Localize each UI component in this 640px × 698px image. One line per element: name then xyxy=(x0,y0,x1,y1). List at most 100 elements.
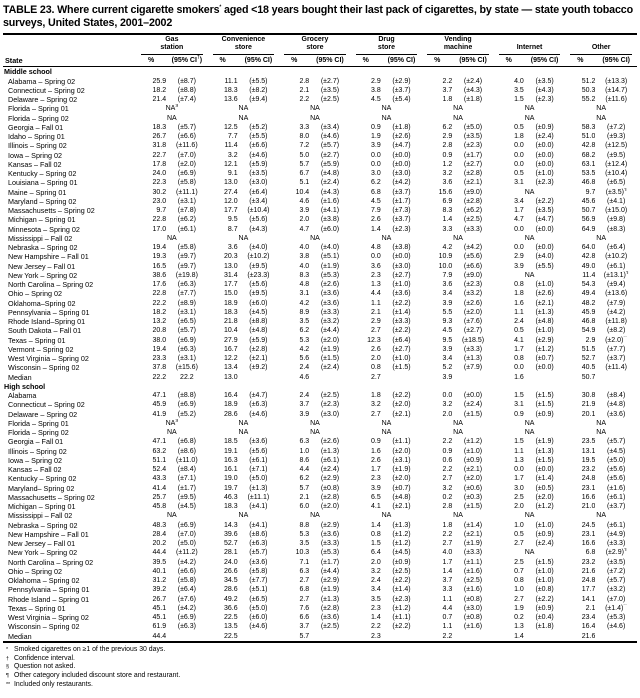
ci-value-cell: (±2.8) xyxy=(320,493,340,501)
ci-value-cell: (±11.6) xyxy=(176,142,198,150)
state-cell: Pennsylvania – Spring 01 xyxy=(8,307,90,317)
table-row: Alabama 47.1 (±8.8) 16.4 (±4.7) 2.4 (±2.5) 1.8 (… xyxy=(3,391,637,400)
percent-value-cell: 28.1 xyxy=(224,549,238,557)
percent-value-cell: 4.4 xyxy=(299,466,310,474)
ci-value-cell: (±6.0) xyxy=(249,299,268,307)
ci-value-cell: (±2.1) xyxy=(392,503,411,511)
percent-value-cell: 46.3 xyxy=(224,493,238,501)
ci-value-cell: (±0.0) xyxy=(392,151,411,159)
ci-value-cell: (±4.5) xyxy=(607,447,626,455)
ci-value-cell: (±4.5) xyxy=(249,308,268,316)
ci-value-cell: (±1.8) xyxy=(535,623,554,631)
ci-value-cell: (±2.5) xyxy=(463,577,483,585)
percent-value-cell: 3.1 xyxy=(299,290,310,298)
percent-value-cell: 1.4 xyxy=(442,567,453,575)
percent-value-cell: 4.4 xyxy=(442,604,453,612)
percent-value-cell: 0.0 xyxy=(514,364,524,372)
na-cell: NA xyxy=(310,234,320,242)
table-row: Kansas – Fall 02 17.8 (±2.0) 12.1 (±5.9) 5.7 (… xyxy=(3,160,637,169)
percent-value-cell: 22.2 xyxy=(152,299,167,307)
percent-value-cell: 3.2 xyxy=(371,401,381,409)
ci-value-cell: (±8.2) xyxy=(607,327,626,335)
percent-subheader: % xyxy=(565,55,596,68)
ci-value-cell: (±3.3) xyxy=(320,540,340,548)
na-cell: NA xyxy=(524,234,535,242)
state-cell: New Hampshire – Fall 01 xyxy=(8,529,89,539)
ci-value-cell: (±7.1) xyxy=(249,466,268,474)
ci-value-cell: (±19.8) xyxy=(175,271,198,279)
percent-value-cell: 0.9 xyxy=(371,123,381,131)
na-cell: NA xyxy=(596,512,607,520)
ci-value-cell: (±0.9) xyxy=(392,558,411,566)
ci-value-cell: (±12.5) xyxy=(605,142,628,150)
footnote-marker: * xyxy=(6,646,9,653)
percent-value-cell: 2.6 xyxy=(371,345,381,353)
na-cell: NA xyxy=(238,419,249,427)
percent-value-cell: 17.7 xyxy=(224,207,238,215)
state-cell: Connecticut – Spring 02 xyxy=(8,85,85,95)
percent-value-cell: 3.5 xyxy=(371,595,381,603)
percent-value-cell: 1.4 xyxy=(371,225,381,233)
table-row: Wisconsin – Spring 02 61.9 (±6.3) 13.5 (±4.6… xyxy=(3,622,637,631)
ci-value-cell: (±1.9) xyxy=(463,540,483,548)
table-row: Oklahoma–Spring 02 22.2 (±8.9) 18.9 (±6.0) 4.… xyxy=(3,299,637,308)
percent-value-cell: 43.3 xyxy=(152,475,167,483)
table-row: Nebraska – Spring 02 48.3 (±6.9) 14.3 (±4.1)… xyxy=(3,521,637,530)
percent-value-cell: 2.6 xyxy=(371,456,381,464)
table-row: Florida – Spring 02 NA NA NA NA NA NA NA xyxy=(3,114,637,123)
na-cell: NA xyxy=(166,429,177,437)
percent-value-cell: 3.7 xyxy=(299,623,310,631)
percent-value-cell: 16.4 xyxy=(581,623,596,631)
ci-value-cell: (±6.6) xyxy=(177,133,196,141)
percent-value-cell: 0.8 xyxy=(371,530,381,538)
ci-value-cell: (±2.2) xyxy=(392,392,411,400)
percent-value-cell: 19.3 xyxy=(152,253,167,261)
percent-value-cell: 16.1 xyxy=(224,466,238,474)
percent-value-cell: 2.4 xyxy=(299,392,310,400)
ci-value-cell: (±5.6) xyxy=(249,447,268,455)
ci-value-cell: (±2.9) xyxy=(392,77,411,85)
ci-value-cell: (±2.2) xyxy=(392,327,411,335)
ci-value-cell: (±7.2) xyxy=(607,567,626,575)
state-cell: South Dakota – Fall 01 xyxy=(8,326,82,336)
percent-value-cell: 2.2 xyxy=(371,623,381,631)
percent-value-cell: 31.4 xyxy=(224,271,238,279)
ci-value-cell: (±1.0) xyxy=(392,355,411,363)
percent-value-cell: 46.8 xyxy=(581,318,596,326)
ci-value-cell: (±6.5) xyxy=(607,179,626,187)
percent-value-cell: 1.8 xyxy=(371,392,381,400)
percent-value-cell: 2.7 xyxy=(371,373,381,381)
table-row: Delaware – Spring 02 41.9 (±5.2) 28.6 (±4.6)… xyxy=(3,410,637,419)
percent-value-cell: 10.3 xyxy=(295,549,310,557)
section-row-high-school: High school xyxy=(3,382,637,391)
state-cell: Florida – Spring 01 xyxy=(8,104,69,114)
state-cell: Florida – Spring 02 xyxy=(8,428,69,438)
ci-value-cell: (±10.2) xyxy=(605,253,628,261)
state-cell: Rhode Island – Spring 01 xyxy=(8,594,90,604)
ci-value-cell: (±1.1) xyxy=(392,438,411,446)
ci-value-cell: (±6.9) xyxy=(177,170,196,178)
percent-value-cell: 0.0 xyxy=(514,142,524,150)
percent-value-cell: 13.5 xyxy=(224,623,238,631)
ci-value-cell xyxy=(309,632,351,642)
percent-value-cell: 2.1 xyxy=(299,493,310,501)
ci-value-cell: (±2.0) xyxy=(177,160,196,168)
percent-value-cell: 49.0 xyxy=(581,262,596,270)
ci-value-cell: (±0.0) xyxy=(392,160,411,168)
percent-value-cell: 10.0 xyxy=(438,262,453,270)
percent-value-cell: 1.9 xyxy=(514,604,524,612)
percent-value-cell: 4.1 xyxy=(371,503,381,511)
percent-value-cell: 1.1 xyxy=(514,308,524,316)
ci-value-cell: (±3.7) xyxy=(392,188,411,196)
percent-value-cell: 1.1 xyxy=(514,447,524,455)
state-cell: Oklahoma – Spring 02 xyxy=(8,576,80,586)
percent-value-cell: 45.8 xyxy=(152,503,167,511)
percent-value-cell: 3.5 xyxy=(299,318,310,326)
ci-value-cell: (±9.0) xyxy=(463,271,483,279)
ci-value-cell: (±2.0) xyxy=(392,447,411,455)
state-cell: New Hampshire – Fall 01 xyxy=(8,252,89,262)
ci-value-cell: (±2.3) xyxy=(320,401,340,409)
ci-value-cell: (±0.0) xyxy=(463,392,483,400)
ci-value-cell: (±2.1) xyxy=(535,299,554,307)
state-cell: Georgia – Fall 01 xyxy=(8,122,64,132)
